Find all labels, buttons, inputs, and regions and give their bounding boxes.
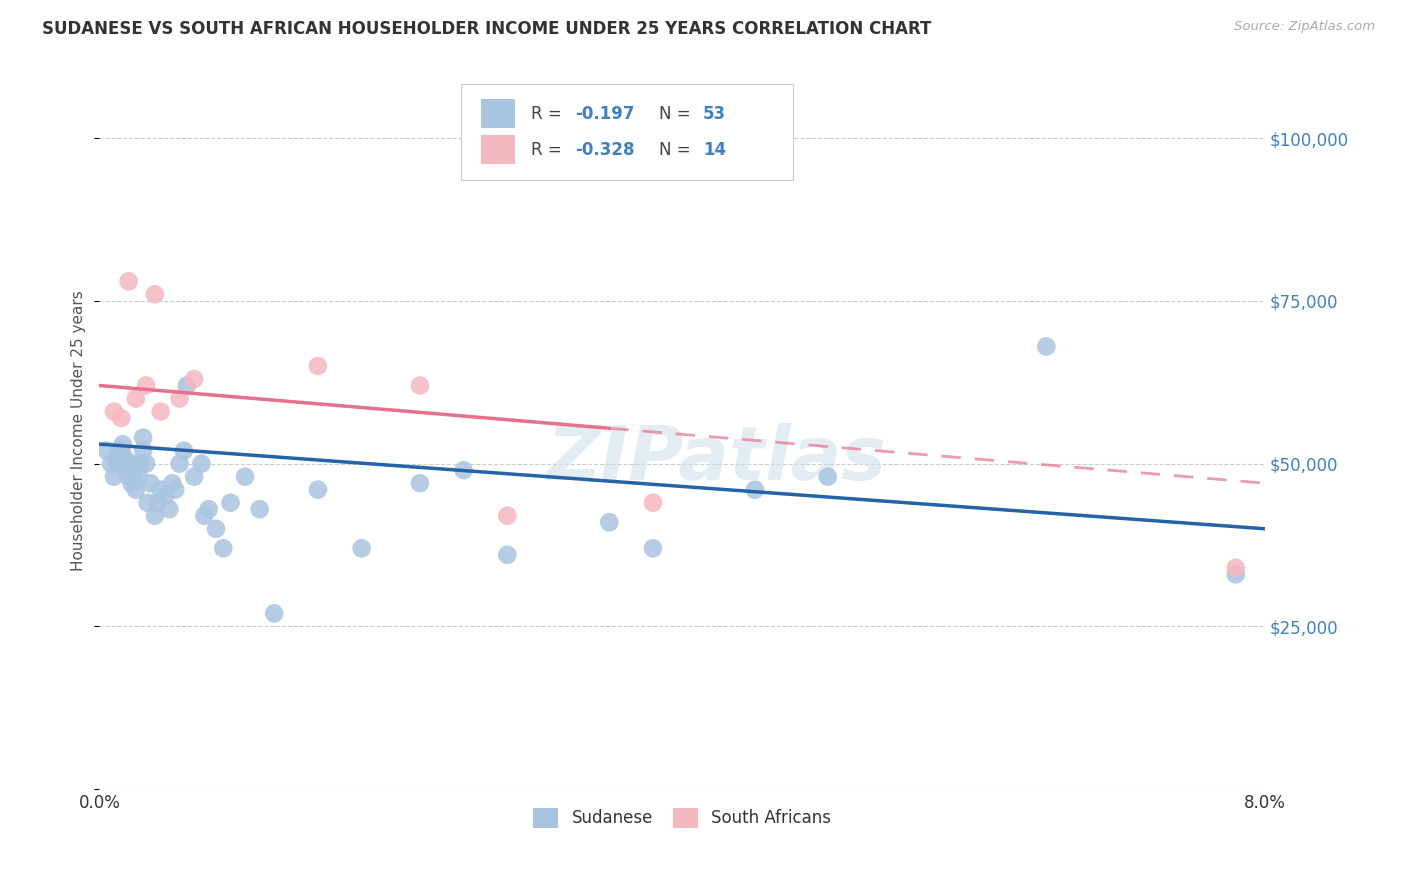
Point [128,469,150,483]
Point [453,463,475,477]
Point [641,496,664,510]
Point [183,469,205,483]
Point [249,502,271,516]
Text: N =: N = [659,104,696,123]
Point [183,372,205,386]
Point [153,489,176,503]
FancyBboxPatch shape [481,100,516,128]
FancyBboxPatch shape [461,84,793,180]
Point [169,457,191,471]
Point [157,502,180,516]
Point [135,378,157,392]
Text: SUDANESE VS SOUTH AFRICAN HOUSEHOLDER INCOME UNDER 25 YEARS CORRELATION CHART: SUDANESE VS SOUTH AFRICAN HOUSEHOLDER IN… [42,20,932,37]
Text: -0.197: -0.197 [575,104,634,123]
Point [409,378,432,392]
Legend: Sudanese, South Africans: Sudanese, South Africans [526,801,838,835]
Point [193,508,215,523]
Point [143,287,166,301]
Point [136,496,159,510]
Point [108,443,131,458]
Point [129,457,152,471]
Point [350,541,373,556]
Point [132,443,155,458]
Point [117,274,139,288]
Point [105,450,128,464]
Point [121,476,143,491]
Point [100,457,122,471]
FancyBboxPatch shape [481,136,516,164]
Text: R =: R = [530,141,567,159]
Point [114,457,136,471]
Point [125,392,148,406]
Text: Source: ZipAtlas.com: Source: ZipAtlas.com [1234,20,1375,33]
Point [169,392,191,406]
Text: N =: N = [659,141,696,159]
Point [132,431,155,445]
Point [162,476,184,491]
Point [307,359,329,373]
Point [409,476,432,491]
Point [496,548,519,562]
Point [139,476,162,491]
Point [111,437,134,451]
Point [165,483,187,497]
Y-axis label: Householder Income Under 25 years: Householder Income Under 25 years [72,291,86,572]
Text: -0.328: -0.328 [575,141,634,159]
Point [307,483,329,497]
Point [744,483,766,497]
Point [96,443,118,458]
Point [173,443,195,458]
Point [197,502,219,516]
Point [1225,567,1247,582]
Point [107,457,129,471]
Point [146,496,169,510]
Point [125,483,148,497]
Point [143,508,166,523]
Point [496,508,519,523]
Point [135,457,157,471]
Point [110,411,132,425]
Point [205,522,228,536]
Point [121,457,143,471]
Point [190,457,212,471]
Point [212,541,235,556]
Text: 14: 14 [703,141,727,159]
Text: R =: R = [530,104,567,123]
Point [112,450,135,464]
Point [149,404,172,418]
Point [176,378,198,392]
Point [122,469,145,483]
Point [233,469,256,483]
Point [641,541,664,556]
Point [103,469,125,483]
Text: 53: 53 [703,104,727,123]
Point [263,607,285,621]
Text: ZIPatlas: ZIPatlas [547,423,887,496]
Point [110,443,132,458]
Point [219,496,242,510]
Point [817,469,839,483]
Point [598,515,620,529]
Point [117,469,139,483]
Point [1225,561,1247,575]
Point [1035,339,1057,353]
Point [103,404,125,418]
Point [149,483,172,497]
